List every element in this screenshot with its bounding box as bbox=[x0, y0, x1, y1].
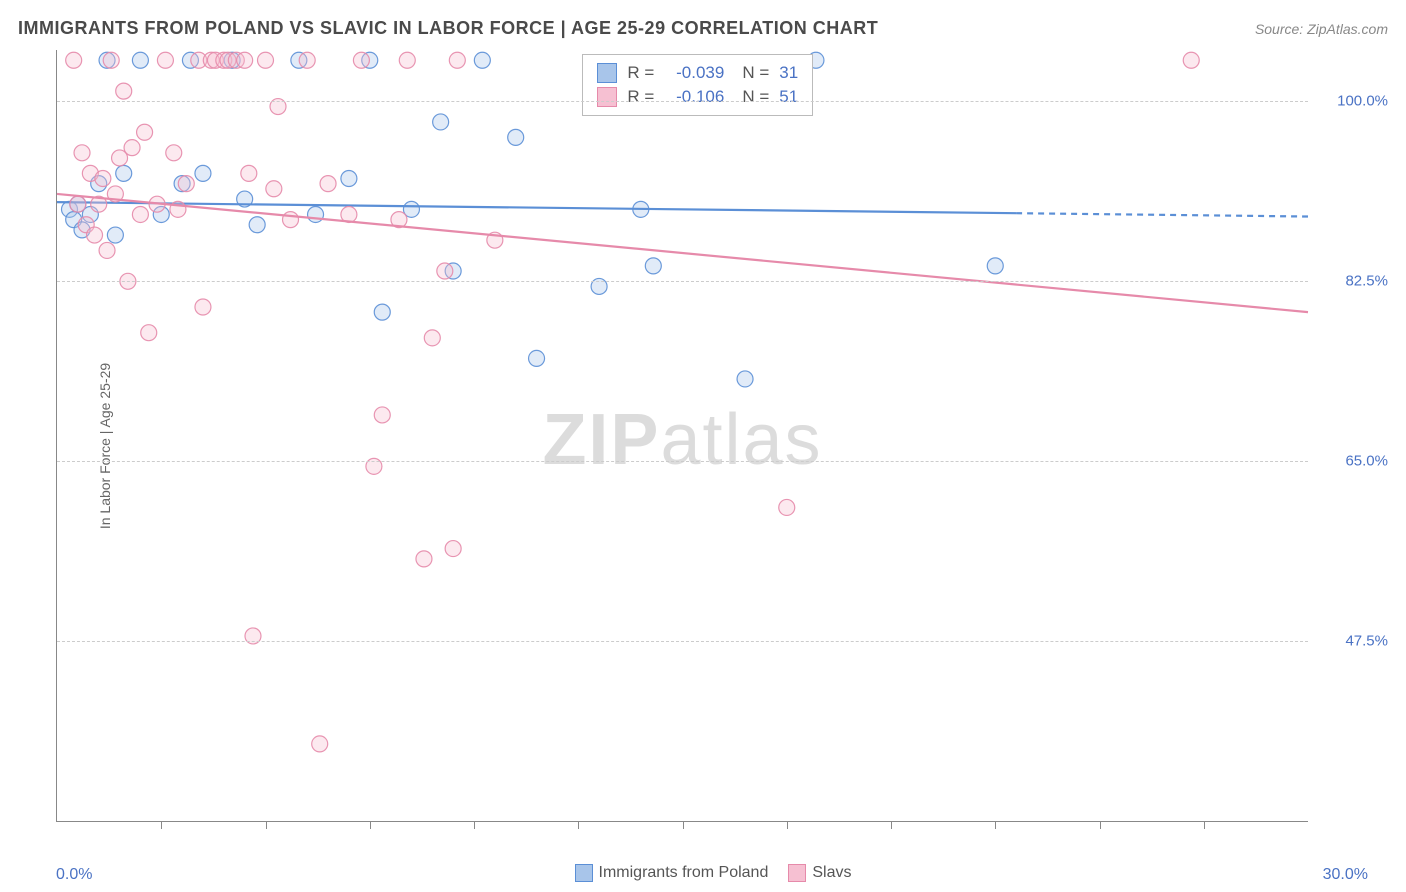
data-point bbox=[241, 165, 257, 181]
data-point bbox=[445, 541, 461, 557]
data-point bbox=[157, 52, 173, 68]
data-point bbox=[341, 171, 357, 187]
data-point bbox=[249, 217, 265, 233]
data-point bbox=[508, 129, 524, 145]
data-point bbox=[399, 52, 415, 68]
data-point bbox=[308, 206, 324, 222]
plot-wrap: In Labor Force | Age 25-29 ZIPatlas R =-… bbox=[36, 50, 1388, 842]
data-point bbox=[107, 227, 123, 243]
n-label: N = bbox=[742, 63, 769, 83]
data-point bbox=[195, 165, 211, 181]
data-point bbox=[433, 114, 449, 130]
r-label: R = bbox=[627, 63, 654, 83]
data-point bbox=[87, 227, 103, 243]
y-tick-label: 82.5% bbox=[1345, 273, 1388, 290]
data-point bbox=[737, 371, 753, 387]
data-point bbox=[116, 83, 132, 99]
bottom-legend: Immigrants from Poland Slavs bbox=[0, 864, 1406, 882]
n-label: N = bbox=[742, 87, 769, 107]
data-point bbox=[449, 52, 465, 68]
data-point bbox=[116, 165, 132, 181]
x-tick bbox=[995, 821, 996, 829]
n-value: 31 bbox=[779, 63, 798, 83]
data-point bbox=[1183, 52, 1199, 68]
data-point bbox=[166, 145, 182, 161]
r-value: -0.106 bbox=[664, 87, 724, 107]
data-point bbox=[141, 325, 157, 341]
y-tick-label: 65.0% bbox=[1345, 453, 1388, 470]
x-tick bbox=[161, 821, 162, 829]
legend-label: Immigrants from Poland bbox=[599, 864, 769, 881]
legend-row: R = -0.106 N = 51 bbox=[597, 85, 798, 109]
data-point bbox=[124, 140, 140, 156]
data-point bbox=[416, 551, 432, 567]
gridline bbox=[57, 641, 1308, 642]
data-point bbox=[474, 52, 490, 68]
stat-legend: R = -0.039 N = 31 R = -0.106 N = 51 bbox=[582, 54, 813, 116]
n-value: 51 bbox=[779, 87, 798, 107]
data-point bbox=[987, 258, 1003, 274]
x-tick bbox=[1204, 821, 1205, 829]
legend-swatch bbox=[788, 864, 806, 882]
r-label: R = bbox=[627, 87, 654, 107]
x-tick bbox=[474, 821, 475, 829]
data-point bbox=[103, 52, 119, 68]
legend-swatch bbox=[575, 864, 593, 882]
legend-swatch bbox=[597, 63, 617, 83]
source-label: Source: ZipAtlas.com bbox=[1255, 21, 1388, 37]
data-point bbox=[178, 176, 194, 192]
data-point bbox=[353, 52, 369, 68]
data-point bbox=[132, 206, 148, 222]
legend-swatch bbox=[597, 87, 617, 107]
data-point bbox=[132, 52, 148, 68]
trend-line bbox=[57, 194, 1308, 312]
data-point bbox=[529, 350, 545, 366]
data-point bbox=[266, 181, 282, 197]
gridline bbox=[57, 101, 1308, 102]
data-point bbox=[70, 196, 86, 212]
x-tick bbox=[1100, 821, 1101, 829]
data-point bbox=[99, 242, 115, 258]
data-point bbox=[374, 407, 390, 423]
data-point bbox=[779, 499, 795, 515]
data-point bbox=[66, 52, 82, 68]
data-point bbox=[237, 52, 253, 68]
data-point bbox=[424, 330, 440, 346]
data-point bbox=[374, 304, 390, 320]
data-point bbox=[195, 299, 211, 315]
x-tick bbox=[787, 821, 788, 829]
data-point bbox=[258, 52, 274, 68]
gridline bbox=[57, 281, 1308, 282]
chart-title: IMMIGRANTS FROM POLAND VS SLAVIC IN LABO… bbox=[18, 18, 878, 39]
data-point bbox=[299, 52, 315, 68]
data-point bbox=[645, 258, 661, 274]
legend-label: Slavs bbox=[812, 864, 851, 881]
data-point bbox=[74, 145, 90, 161]
data-point bbox=[437, 263, 453, 279]
data-point bbox=[320, 176, 336, 192]
plot-area: ZIPatlas R =-0.039N =31R =-0.106N =51 bbox=[56, 50, 1308, 822]
x-tick bbox=[683, 821, 684, 829]
r-value: -0.039 bbox=[664, 63, 724, 83]
data-point bbox=[312, 736, 328, 752]
gridline bbox=[57, 461, 1308, 462]
data-point bbox=[137, 124, 153, 140]
y-tick-label: 100.0% bbox=[1337, 93, 1388, 110]
x-tick bbox=[266, 821, 267, 829]
data-point bbox=[95, 171, 111, 187]
chart-svg bbox=[57, 50, 1308, 821]
legend-row: R = -0.039 N = 31 bbox=[597, 61, 798, 85]
trend-line-dashed bbox=[1016, 213, 1308, 216]
x-tick bbox=[891, 821, 892, 829]
data-point bbox=[283, 212, 299, 228]
y-tick-label: 47.5% bbox=[1345, 633, 1388, 650]
x-tick bbox=[370, 821, 371, 829]
x-tick bbox=[578, 821, 579, 829]
